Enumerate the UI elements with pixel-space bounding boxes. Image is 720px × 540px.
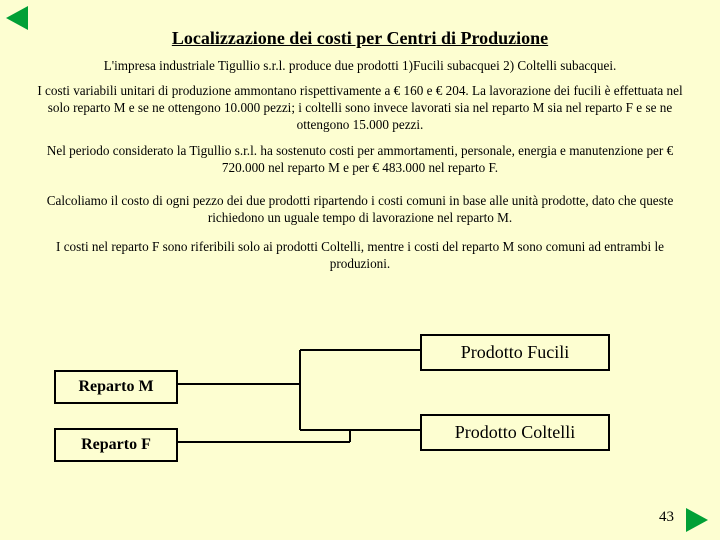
nav-next-icon[interactable]: [686, 508, 708, 532]
box-prodotto-fucili: Prodotto Fucili: [420, 334, 610, 371]
box-reparto-f: Reparto F: [54, 428, 178, 462]
cost-flow-diagram: Reparto M Reparto F Prodotto Fucili Prod…: [0, 330, 720, 500]
paragraph-1: L'impresa industriale Tigullio s.r.l. pr…: [0, 49, 720, 74]
nav-prev-icon[interactable]: [6, 6, 28, 30]
page-title: Localizzazione dei costi per Centri di P…: [0, 0, 720, 49]
paragraph-2: I costi variabili unitari di produzione …: [0, 74, 720, 133]
box-prodotto-coltelli: Prodotto Coltelli: [420, 414, 610, 451]
page-number: 43: [659, 509, 674, 526]
paragraph-4: Calcoliamo il costo di ogni pezzo dei du…: [0, 176, 720, 226]
paragraph-3: Nel periodo considerato la Tigullio s.r.…: [0, 134, 720, 176]
box-reparto-m: Reparto M: [54, 370, 178, 404]
diagram-connectors: [0, 330, 720, 500]
paragraph-5: I costi nel reparto F sono riferibili so…: [0, 226, 720, 272]
